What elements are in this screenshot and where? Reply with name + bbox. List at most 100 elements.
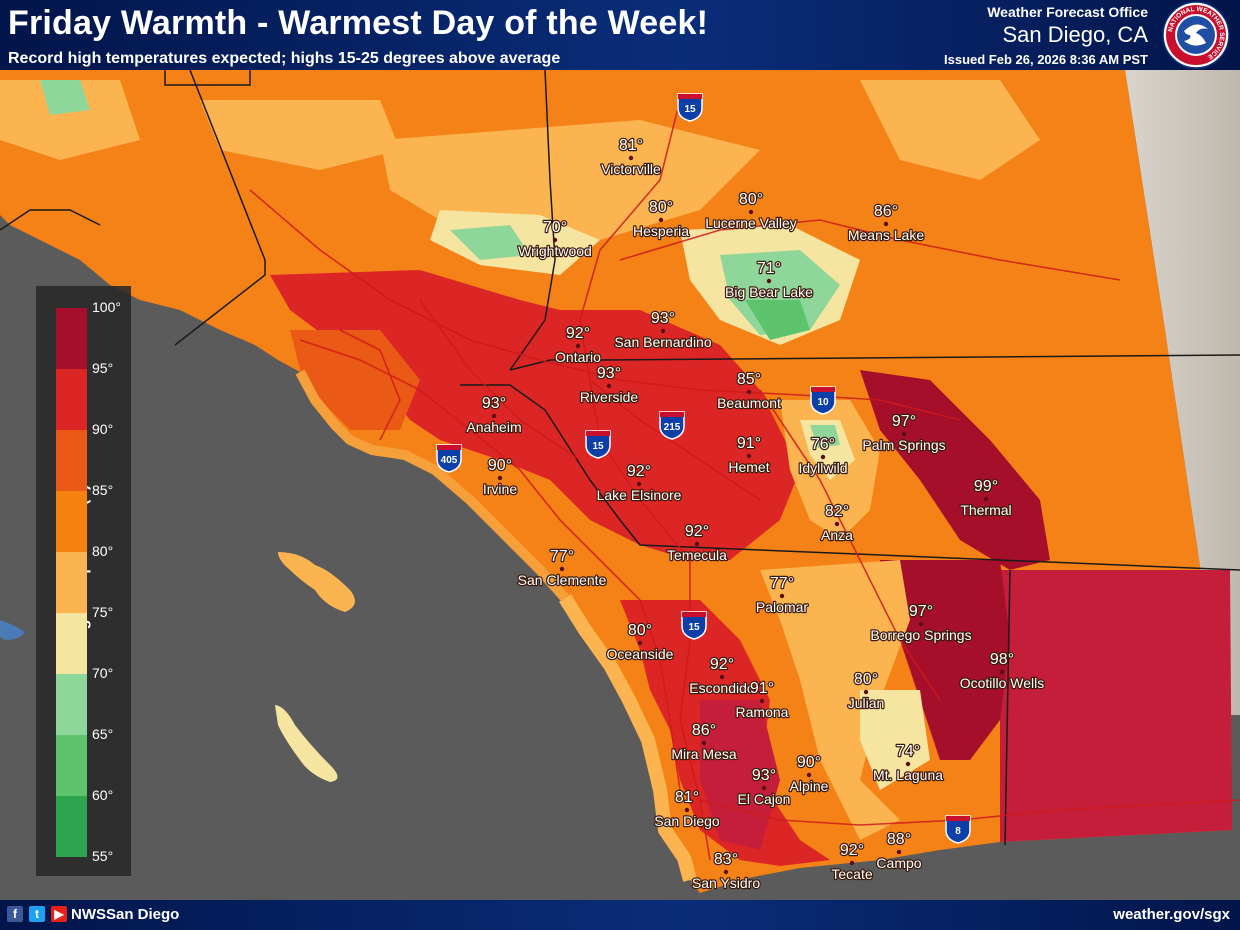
temperature-map: 15 10 215 15 405 15 8 81° Victorville 80° H…	[0, 70, 1240, 900]
i15-shield-corona: 15	[585, 430, 611, 459]
svg-text:10: 10	[817, 397, 829, 408]
city-temperature: 77°	[770, 575, 794, 592]
city-marker: 80° Oceanside	[605, 621, 675, 663]
city-temperature: 92°	[840, 842, 864, 859]
city-marker: 71° Big Bear Lake	[724, 259, 815, 301]
city-name: Alpine	[790, 778, 829, 794]
city-dot	[983, 496, 989, 502]
city-marker: 81° Victorville	[600, 136, 662, 178]
city-marker: 74° Mt. Laguna	[872, 742, 945, 784]
city-name: Borrego Springs	[870, 627, 971, 643]
page-subtitle: Record high temperatures expected; highs…	[8, 50, 561, 67]
city-name: Ramona	[736, 704, 789, 720]
city-name: Thermal	[960, 502, 1011, 518]
city-temperature: 77°	[550, 548, 574, 565]
city-dot	[746, 453, 752, 459]
city-dot	[901, 431, 907, 437]
city-temperature: 82°	[825, 503, 849, 520]
city-dot	[779, 593, 785, 599]
svg-text:15: 15	[688, 622, 700, 633]
city-temperature: 80°	[739, 191, 763, 208]
city-temperature: 92°	[685, 523, 709, 540]
city-dot	[820, 454, 826, 460]
legend-tick-label: 95°	[92, 360, 114, 376]
city-temperature: 71°	[757, 260, 781, 277]
city-marker: 83° San Ysidro	[691, 850, 762, 892]
city-marker: 92° Temecula	[666, 522, 729, 564]
office-city: San Diego, CA	[1002, 22, 1148, 47]
city-marker: 90° Irvine	[482, 456, 519, 498]
youtube-icon[interactable]: ▶	[51, 906, 67, 922]
city-name: Escondido	[689, 680, 755, 696]
city-temperature: 92°	[710, 656, 734, 673]
facebook-icon[interactable]: f	[7, 906, 23, 922]
city-name: Big Bear Lake	[725, 284, 813, 300]
city-dot	[606, 383, 612, 389]
city-marker: 97° Palm Springs	[861, 412, 947, 454]
city-dot	[497, 475, 503, 481]
svg-text:405: 405	[441, 455, 458, 466]
website-link[interactable]: weather.gov/sgx	[1113, 906, 1230, 923]
city-marker: 92° Escondido	[688, 655, 756, 697]
city-marker: 97° Borrego Springs	[869, 602, 973, 644]
city-name: Riverside	[580, 389, 639, 405]
city-marker: 70° Wrightwood	[517, 218, 593, 260]
city-labels: 81° Victorville 80° Hesperia 80° Lucerne Vall…	[465, 136, 1046, 892]
city-marker: 98° Ocotillo Wells	[959, 650, 1046, 692]
twitter-icon[interactable]: t	[29, 906, 45, 922]
legend-tick-label: 90°	[92, 421, 114, 437]
svg-text:215: 215	[664, 422, 681, 433]
legend-swatch	[56, 674, 87, 735]
svg-text:15: 15	[684, 104, 696, 115]
temperature-legend: High Temperature (F) 100°95°90°85°80°75°…	[36, 286, 131, 876]
city-temperature: 97°	[892, 413, 916, 430]
city-marker: 86° Mira Mesa	[670, 721, 738, 763]
city-marker: 93° Riverside	[579, 364, 640, 406]
city-dot	[491, 413, 497, 419]
city-temperature: 76°	[811, 436, 835, 453]
i405-shield: 405	[436, 444, 462, 473]
city-name: Palomar	[756, 599, 808, 615]
city-temperature: 86°	[692, 722, 716, 739]
legend-swatch	[56, 491, 87, 552]
page-title: Friday Warmth - Warmest Day of the Week!	[8, 4, 709, 42]
city-marker: 93° San Bernardino	[613, 309, 713, 351]
city-dot	[863, 689, 869, 695]
city-dot	[918, 621, 924, 627]
city-name: Idyllwild	[798, 460, 847, 476]
city-marker: 82° Anza	[820, 502, 855, 544]
legend-tick-label: 55°	[92, 848, 114, 864]
legend-swatch	[56, 308, 87, 369]
city-marker: 92° Ontario	[554, 324, 603, 366]
city-temperature: 92°	[566, 325, 590, 342]
city-dot	[636, 481, 642, 487]
legend-tick-label: 100°	[92, 299, 121, 315]
city-name: Means Lake	[848, 227, 924, 243]
city-temperature: 98°	[990, 651, 1014, 668]
footer-banner: f t ▶ NWSSan Diego weather.gov/sgx	[0, 900, 1240, 930]
city-marker: 77° San Clemente	[516, 547, 607, 589]
city-name: Mt. Laguna	[873, 767, 943, 783]
city-marker: 99° Thermal	[959, 477, 1013, 519]
city-dot	[719, 674, 725, 680]
city-marker: 93° El Cajon	[736, 766, 791, 808]
city-temperature: 93°	[597, 365, 621, 382]
interstate-shields: 15 10 215 15 405 15 8	[436, 93, 971, 844]
city-marker: 92° Lake Elsinore	[595, 462, 682, 504]
city-name: Tecate	[831, 866, 872, 882]
city-marker: 85° Beaumont	[716, 370, 782, 412]
city-dot	[849, 860, 855, 866]
city-temperature: 99°	[974, 478, 998, 495]
city-dot	[883, 221, 889, 227]
city-temperature: 70°	[543, 219, 567, 236]
city-marker: 91° Hemet	[727, 434, 771, 476]
city-temperature: 91°	[737, 435, 761, 452]
city-temperature: 88°	[887, 831, 911, 848]
city-name: Lake Elsinore	[597, 487, 682, 503]
city-dot	[694, 541, 700, 547]
city-temperature: 93°	[752, 767, 776, 784]
city-name: Oceanside	[607, 646, 674, 662]
legend-tick-label: 65°	[92, 726, 114, 742]
legend-tick-label: 75°	[92, 604, 114, 620]
city-temperature: 80°	[854, 671, 878, 688]
